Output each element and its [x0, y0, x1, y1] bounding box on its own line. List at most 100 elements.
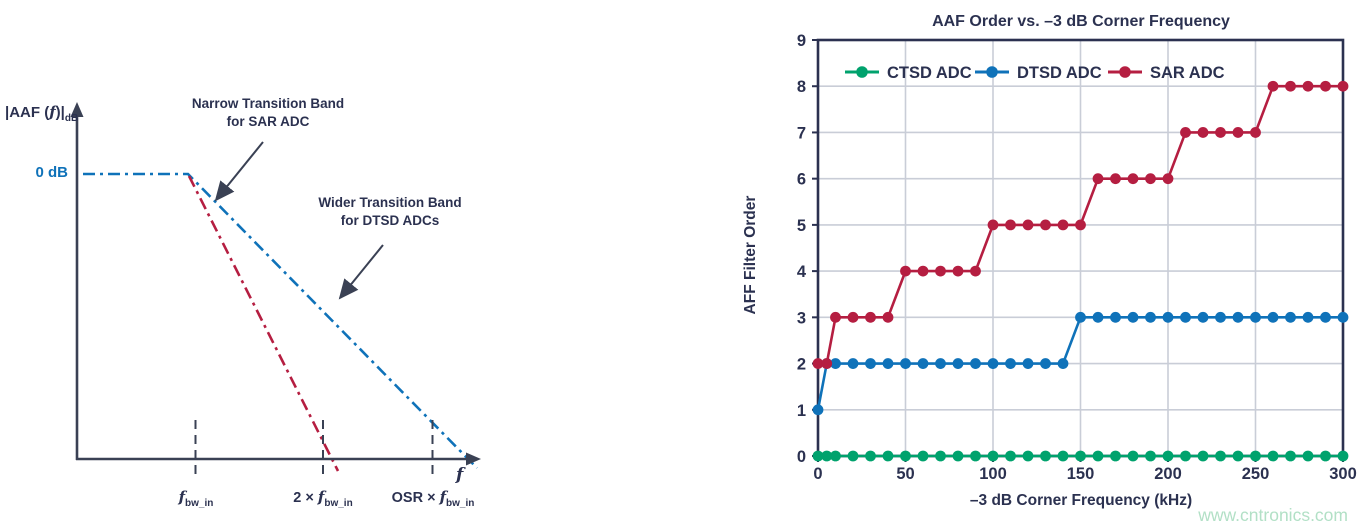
- chart-legend: CTSD ADC DTSD ADC SAR ADC: [845, 64, 1225, 82]
- data-point: [1040, 219, 1051, 231]
- data-point: [970, 358, 981, 369]
- data-point: [1337, 311, 1349, 323]
- data-point: [1162, 311, 1174, 323]
- data-point: [1075, 311, 1086, 323]
- data-point: [847, 358, 859, 369]
- y-axis-arrowhead-icon: [70, 102, 84, 117]
- x-axis-arrowhead-icon: [466, 452, 481, 466]
- data-point: [1285, 450, 1296, 462]
- data-point: [1302, 311, 1314, 323]
- data-point: [865, 358, 876, 369]
- y-tick-label: 9: [797, 32, 806, 50]
- y-label-post: )|: [55, 104, 65, 121]
- annotation-wider-line2: for DTSD ADCs: [340, 213, 440, 228]
- data-point: [1267, 450, 1279, 462]
- annotation-narrow-line2: for SAR ADC: [226, 114, 310, 129]
- series-sar-adc: [812, 80, 1349, 369]
- y-label-sub: dB: [64, 113, 79, 124]
- legend-marker-icon: [1119, 66, 1131, 78]
- y-tick-label: 7: [797, 124, 806, 142]
- data-point: [830, 358, 841, 369]
- data-point: [812, 358, 824, 369]
- annotation-wider-band: Wider Transition Band for DTSD ADCs: [300, 194, 480, 230]
- data-point: [1197, 311, 1209, 323]
- arrow-wider-band-icon: [338, 244, 384, 300]
- data-point: [1232, 450, 1244, 462]
- data-point: [987, 219, 999, 231]
- legend-label: CTSD ADC: [887, 64, 972, 82]
- data-point: [1145, 311, 1156, 323]
- arrow-narrow-band-icon: [214, 141, 264, 202]
- tick1-f: f: [178, 488, 186, 506]
- data-point: [1197, 450, 1209, 462]
- data-point: [1092, 311, 1104, 323]
- tick2-prefix: 2 ×: [293, 490, 318, 506]
- tick2-sub: bw_in: [324, 498, 353, 509]
- data-point: [812, 450, 824, 462]
- data-point: [1057, 450, 1069, 462]
- chart-x-axis-label: –3 dB Corner Frequency (kHz): [970, 492, 1192, 509]
- data-point: [1110, 311, 1121, 323]
- legend-label: DTSD ADC: [1017, 64, 1102, 82]
- data-point: [970, 450, 981, 462]
- chart-y-axis-label: AFF Filter Order: [742, 196, 759, 315]
- y-tick-label: 6: [797, 171, 806, 189]
- data-point: [1215, 450, 1226, 462]
- data-point: [1110, 173, 1121, 185]
- legend-marker-icon: [856, 66, 868, 78]
- data-point: [1320, 311, 1331, 323]
- data-point: [952, 450, 964, 462]
- data-point: [1127, 450, 1139, 462]
- data-point: [1197, 127, 1209, 138]
- data-point: [1232, 311, 1244, 323]
- data-point: [1162, 450, 1174, 462]
- data-point: [1145, 173, 1156, 185]
- annotation-wider-line1: Wider Transition Band: [318, 195, 462, 210]
- data-point: [1180, 311, 1191, 323]
- x-tick-label: 100: [979, 465, 1007, 483]
- data-point: [970, 265, 981, 277]
- chart-tick-labels: 0 50 100 150 200 250 300 0 1 2 3 4 5 6 7 8 9: [797, 32, 1357, 483]
- x-tick-2fbw: 2 × fbw_in: [281, 488, 365, 509]
- y-label-pre: |AAF (: [5, 104, 50, 121]
- chart-title: AAF Order vs. –3 dB Corner Frequency: [932, 13, 1230, 30]
- data-point: [935, 358, 946, 369]
- data-point: [1075, 450, 1086, 462]
- data-point: [1092, 173, 1104, 185]
- data-point: [1320, 80, 1331, 92]
- data-point: [1005, 450, 1016, 462]
- data-point: [1110, 450, 1121, 462]
- x-tick-fbw: fbw_in: [156, 488, 236, 509]
- x-tick-label: 150: [1067, 465, 1095, 483]
- y-tick-label: 5: [797, 217, 806, 235]
- data-point: [847, 450, 859, 462]
- data-point: [1337, 80, 1349, 92]
- y-tick-label: 8: [797, 78, 806, 96]
- data-point: [1302, 80, 1314, 92]
- left-x-axis-label: f: [456, 465, 464, 485]
- sar-response-curve: [187, 175, 340, 472]
- y-tick-label: 4: [797, 263, 807, 281]
- data-point: [1022, 219, 1034, 231]
- dtsd-response-curve: [83, 172, 478, 469]
- data-point: [1022, 358, 1034, 369]
- data-point: [1127, 311, 1139, 323]
- data-point: [1162, 173, 1174, 185]
- annotation-narrow-line1: Narrow Transition Band: [191, 96, 345, 111]
- zero-db-label: 0 dB: [35, 164, 68, 181]
- data-point: [900, 265, 911, 277]
- aaf-transition-diagram: [70, 102, 481, 477]
- data-point: [1267, 80, 1279, 92]
- data-point: [1250, 311, 1261, 323]
- data-point: [1040, 358, 1051, 369]
- data-point: [1250, 127, 1261, 138]
- data-point: [1320, 450, 1331, 462]
- data-point: [830, 450, 841, 462]
- data-point: [1022, 450, 1034, 462]
- series-dtsd-adc: [812, 311, 1349, 416]
- x-tick-label: 300: [1329, 465, 1357, 483]
- data-point: [847, 311, 859, 323]
- x-tick-label: 200: [1154, 465, 1182, 483]
- chart-series: [812, 80, 1349, 462]
